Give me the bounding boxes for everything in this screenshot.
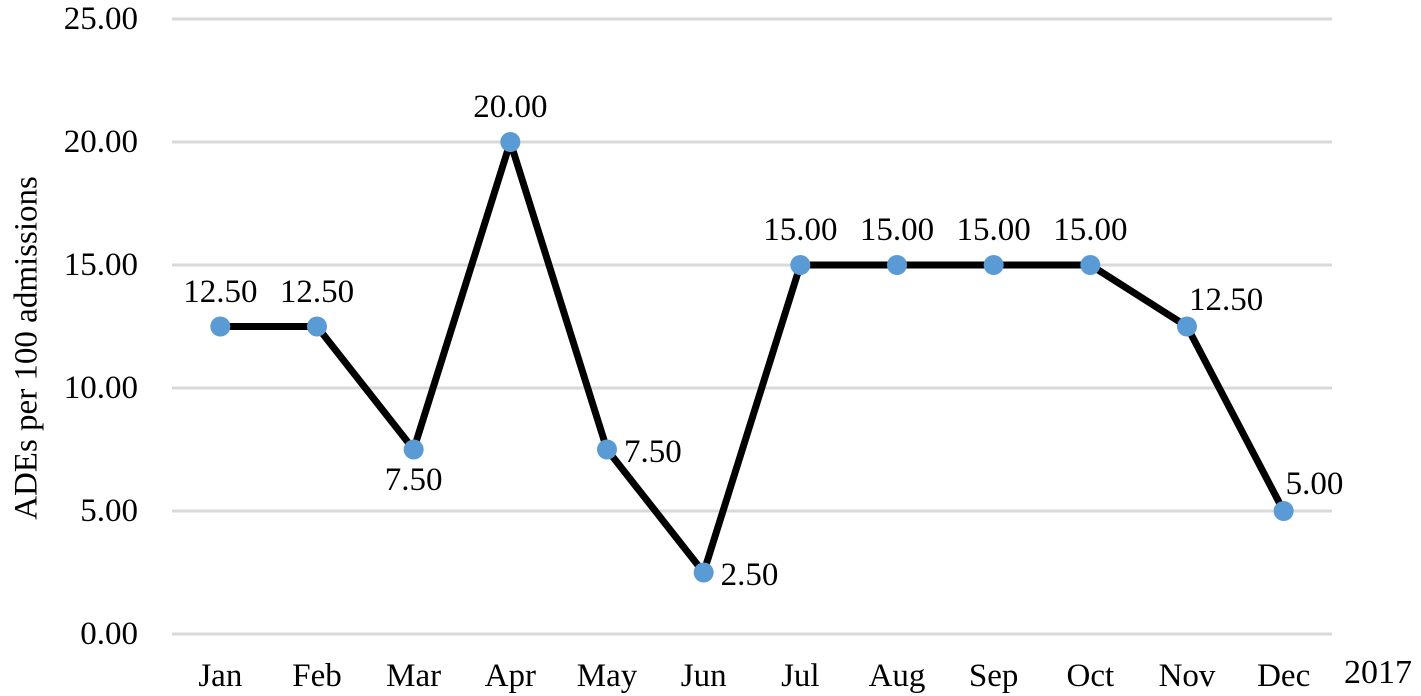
y-axis-title: ADEs per 100 admissions bbox=[8, 176, 45, 520]
x-tick-label-oct: Oct bbox=[1066, 658, 1115, 694]
data-label-jun: 2.50 bbox=[720, 556, 779, 593]
series-line bbox=[216, 138, 1288, 576]
marker-nov bbox=[1177, 316, 1197, 337]
y-tick-label: 10.00 bbox=[63, 370, 138, 406]
x-tick-label-dec: Dec bbox=[1257, 658, 1311, 694]
y-tick-label: 20.00 bbox=[63, 124, 138, 160]
marker-oct bbox=[1080, 255, 1101, 275]
y-tick-label: 25.00 bbox=[63, 1, 138, 37]
x-tick-label-feb: Feb bbox=[292, 658, 342, 694]
x-tick-label-jun: Jun bbox=[680, 658, 727, 694]
data-label-dec: 5.00 bbox=[1285, 466, 1344, 502]
data-label-nov: 12.50 bbox=[1189, 281, 1264, 318]
data-label-apr: 20.00 bbox=[473, 89, 548, 125]
data-label-jul: 15.00 bbox=[763, 212, 838, 248]
data-label-mar: 7.50 bbox=[384, 461, 443, 498]
marker-jul bbox=[790, 255, 811, 275]
y-tick-label: 0.00 bbox=[80, 616, 138, 652]
x-tick-label-jul: Jul bbox=[781, 658, 820, 694]
x-tick-label-sep: Sep bbox=[968, 658, 1019, 694]
data-label-may: 7.50 bbox=[624, 433, 682, 470]
marker-mar bbox=[403, 439, 424, 460]
x-tick-label-jan: Jan bbox=[198, 658, 243, 694]
marker-feb bbox=[307, 316, 327, 337]
data-label-sep: 15.00 bbox=[956, 212, 1031, 248]
data-label-oct: 15.00 bbox=[1053, 212, 1128, 248]
marker-jan bbox=[210, 316, 231, 337]
y-tick-label: 15.00 bbox=[63, 247, 138, 283]
marker-apr bbox=[500, 132, 521, 152]
marker-dec bbox=[1273, 501, 1294, 521]
data-label-jan: 12.50 bbox=[183, 273, 258, 310]
marker-sep bbox=[983, 255, 1004, 275]
x-tick-label-may: May bbox=[576, 658, 638, 694]
marker-jun bbox=[693, 562, 714, 583]
y-tick-label: 5.00 bbox=[80, 493, 138, 529]
x-axis-year-label: 2017 bbox=[1344, 654, 1412, 691]
data-label-feb: 12.50 bbox=[279, 273, 355, 310]
x-tick-label-nov: Nov bbox=[1158, 658, 1216, 694]
x-tick-label-apr: Apr bbox=[484, 658, 536, 694]
data-label-aug: 15.00 bbox=[859, 212, 935, 248]
marker-may bbox=[597, 439, 617, 460]
x-tick-label-mar: Mar bbox=[386, 658, 442, 694]
marker-aug bbox=[887, 255, 907, 275]
x-tick-label-aug: Aug bbox=[868, 658, 926, 694]
